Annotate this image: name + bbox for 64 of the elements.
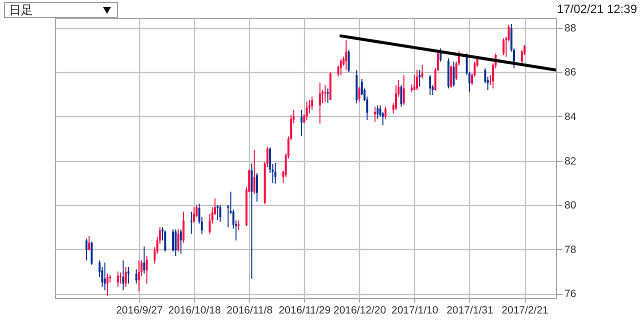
candlestick: [238, 220, 240, 231]
y-tick-label: 80: [564, 200, 576, 212]
candlestick: [85, 238, 88, 261]
y-tick-label: 84: [564, 111, 576, 123]
x-tick-label: 2017/1/10: [391, 304, 438, 316]
candlestick: [402, 74, 405, 106]
candlestick: [177, 228, 180, 252]
candlestick: [274, 162, 276, 184]
candlestick: [306, 101, 308, 121]
y-tick-label: 78: [564, 244, 576, 256]
candlestick: [326, 88, 329, 104]
y-tick-label: 76: [564, 288, 576, 300]
candlestick: [400, 84, 402, 108]
candlestick: [318, 82, 321, 124]
candlestick: [324, 84, 326, 102]
candlestick: [300, 109, 303, 136]
candlestick: [452, 61, 455, 88]
candlestick: [146, 255, 148, 284]
candlestick: [106, 273, 108, 296]
select-box: 日足: [4, 2, 118, 18]
x-tick-label: 2017/2/21: [502, 304, 549, 316]
candlestick: [172, 228, 174, 252]
candlestick: [340, 58, 342, 76]
candlestick: [138, 260, 140, 292]
candlestick: [418, 70, 421, 88]
candlestick: [143, 246, 146, 274]
candlestick: [216, 204, 219, 221]
candlestick: [348, 50, 350, 73]
candlestick: [345, 39, 348, 71]
candlestick: [193, 206, 196, 224]
candlestick: [376, 104, 379, 120]
candlestick: [122, 260, 124, 291]
candlestick: [90, 241, 93, 266]
candlestick: [358, 86, 360, 102]
candlestick: [374, 106, 376, 122]
candlestick: [311, 96, 314, 110]
candlestick: [253, 150, 256, 194]
x-tick-label: 2016/9/27: [116, 304, 163, 316]
y-tick-label: 82: [564, 155, 576, 168]
x-tick-label: 2016/10/18: [168, 304, 221, 316]
candlestick: [182, 211, 185, 244]
candlestick: [88, 236, 90, 251]
candlestick: [180, 228, 182, 254]
candlestick: [219, 204, 222, 222]
text: 17/02/21 12:39: [556, 2, 637, 16]
x-tick-label: 2016/11/8: [226, 304, 273, 316]
candlestick: [416, 70, 418, 91]
candlestick: [174, 228, 177, 256]
candlestick: [256, 172, 258, 202]
candlestick: [104, 262, 106, 291]
y-tick-label: 86: [564, 66, 576, 79]
x-tick-label: 2016/11/29: [278, 304, 331, 316]
candlestick: [135, 268, 138, 284]
x-tick-label: 2016/12/20: [333, 304, 386, 316]
x-tick-label: 2017/1/31: [446, 304, 494, 316]
candlestick: [164, 230, 166, 252]
candlestick: [502, 38, 505, 56]
candlestick: [124, 266, 127, 288]
candlestick: [384, 106, 387, 120]
candlestick: [429, 74, 432, 96]
candlestick: [450, 65, 452, 88]
y-tick-label: 88: [564, 22, 576, 34]
candlestick: [116, 270, 119, 288]
candlestick: [250, 162, 253, 280]
